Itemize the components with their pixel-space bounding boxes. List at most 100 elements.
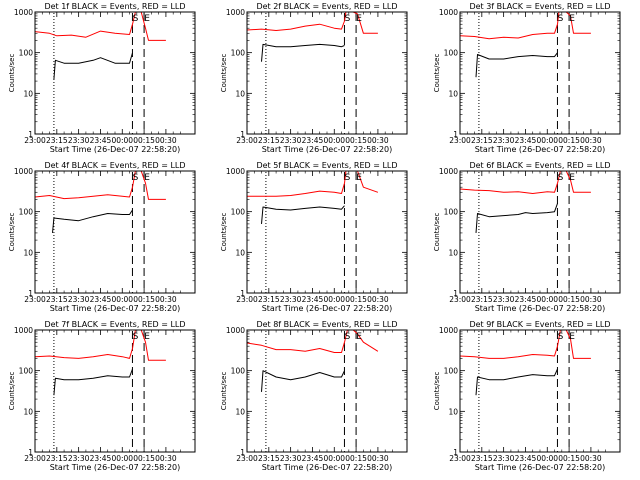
- series-line-lld: [34, 329, 166, 361]
- plot-frame: [459, 170, 621, 294]
- y-tick-label: 10: [23, 407, 33, 416]
- x-tick-label: 00:30: [580, 454, 602, 463]
- x-tick-label: 00:30: [155, 136, 177, 145]
- chart-panel: Det 4f BLACK = Events, RED = LLD Counts/s…: [8, 161, 196, 313]
- x-axis-label: Start Time (26-Dec-07 22:58:20): [262, 145, 393, 154]
- y-axis-label: Counts/sec: [8, 213, 16, 252]
- x-tick-label: 23:45: [302, 454, 324, 463]
- start-marker-label: S: [133, 173, 139, 183]
- chart-title: Det 8f BLACK = Events, RED = LLD: [256, 320, 397, 329]
- x-axis-label: Start Time (26-Dec-07 22:58:20): [262, 304, 393, 313]
- x-axis-label: Start Time (26-Dec-07 22:58:20): [50, 145, 181, 154]
- series-line-events: [53, 52, 133, 80]
- plot-frame: [246, 170, 408, 294]
- series-line-events: [475, 203, 558, 233]
- x-tick-label: 23:30: [280, 136, 302, 145]
- x-tick-label: 23:00: [449, 295, 471, 304]
- x-tick-label: 23:30: [493, 295, 515, 304]
- end-marker-label: E: [356, 332, 362, 342]
- series-line-lld: [459, 11, 591, 40]
- x-tick-label: 23:00: [24, 136, 46, 145]
- series-line-events: [53, 368, 133, 396]
- chart-panel: Det 2f BLACK = Events, RED = LLD Counts/s…: [220, 2, 408, 154]
- y-axis-label: Counts/sec: [433, 213, 441, 252]
- chart-title: Det 5f BLACK = Events, RED = LLD: [256, 161, 397, 170]
- x-tick-label: 00:30: [580, 136, 602, 145]
- series-line-lld: [246, 329, 379, 353]
- series-line-events: [475, 52, 558, 78]
- y-tick-label: 1: [28, 130, 33, 139]
- x-axis-label: Start Time (26-Dec-07 22:58:20): [50, 304, 181, 313]
- start-marker-label: S: [558, 173, 564, 183]
- x-tick-label: 00:30: [367, 136, 389, 145]
- series-line-lld: [459, 170, 591, 194]
- start-marker-label: S: [558, 332, 564, 342]
- chart-panel: Det 3f BLACK = Events, RED = LLD Counts/s…: [433, 2, 621, 154]
- x-tick-label: 00:30: [155, 454, 177, 463]
- x-tick-label: 23:30: [68, 454, 90, 463]
- y-tick-label: 1000: [439, 326, 458, 335]
- x-tick-label: 23:00: [236, 454, 258, 463]
- end-marker-label: E: [569, 332, 575, 342]
- y-tick-label: 1: [240, 448, 245, 457]
- start-marker-label: S: [133, 332, 139, 342]
- y-tick-label: 10: [235, 248, 245, 257]
- y-tick-label: 1000: [14, 326, 33, 335]
- chart-title: Det 3f BLACK = Events, RED = LLD: [469, 2, 610, 11]
- chart-title: Det 6f BLACK = Events, RED = LLD: [469, 161, 610, 170]
- x-tick-label: 23:30: [68, 295, 90, 304]
- chart-panel: Det 7f BLACK = Events, RED = LLD Counts/s…: [8, 320, 196, 472]
- end-marker-label: E: [144, 173, 150, 183]
- plot-frame: [34, 11, 196, 135]
- series-line-events: [52, 209, 133, 233]
- x-tick-label: 23:00: [236, 136, 258, 145]
- x-tick-label: 00:30: [367, 295, 389, 304]
- start-marker-label: S: [558, 14, 564, 24]
- y-axis-label: Counts/sec: [220, 213, 228, 252]
- x-tick-label: 23:45: [515, 295, 537, 304]
- y-tick-label: 10: [448, 248, 458, 257]
- x-tick-label: 00:00: [536, 136, 558, 145]
- y-tick-label: 100: [231, 49, 246, 58]
- y-axis-label: Counts/sec: [8, 54, 16, 93]
- chart-panel: Det 6f BLACK = Events, RED = LLD Counts/s…: [433, 161, 621, 313]
- chart-title: Det 7f BLACK = Events, RED = LLD: [44, 320, 185, 329]
- chart-panel: Det 8f BLACK = Events, RED = LLD Counts/s…: [220, 320, 408, 472]
- chart-panel: Det 9f BLACK = Events, RED = LLD Counts/s…: [433, 320, 621, 472]
- series-line-lld: [459, 329, 591, 359]
- y-tick-label: 10: [448, 407, 458, 416]
- x-tick-label: 23:00: [236, 295, 258, 304]
- x-tick-label: 23:45: [90, 136, 112, 145]
- series-line-lld: [246, 11, 378, 34]
- y-tick-label: 1: [453, 289, 458, 298]
- x-tick-label: 23:00: [24, 295, 46, 304]
- end-marker-label: E: [356, 14, 362, 24]
- y-tick-label: 1000: [439, 167, 458, 176]
- series-line-events: [261, 205, 345, 224]
- chart-title: Det 1f BLACK = Events, RED = LLD: [44, 2, 185, 11]
- x-tick-label: 23:15: [258, 454, 280, 463]
- x-tick-label: 00:15: [345, 295, 367, 304]
- y-tick-label: 10: [235, 407, 245, 416]
- x-tick-label: 23:45: [302, 295, 324, 304]
- chart-title: Det 4f BLACK = Events, RED = LLD: [44, 161, 185, 170]
- y-tick-label: 1000: [14, 8, 33, 17]
- chart-panel: Det 5f BLACK = Events, RED = LLD Counts/s…: [220, 161, 408, 313]
- y-axis-label: Counts/sec: [8, 372, 16, 411]
- x-tick-label: 23:15: [471, 295, 493, 304]
- x-tick-label: 23:30: [68, 136, 90, 145]
- x-tick-label: 23:30: [280, 454, 302, 463]
- end-marker-label: E: [569, 14, 575, 24]
- x-axis-label: Start Time (26-Dec-07 22:58:20): [262, 463, 393, 472]
- x-tick-label: 23:15: [46, 136, 68, 145]
- x-tick-label: 00:15: [558, 136, 580, 145]
- series-line-lld: [34, 170, 166, 200]
- start-marker-label: S: [133, 14, 139, 24]
- x-tick-label: 00:30: [580, 295, 602, 304]
- x-tick-label: 23:15: [46, 454, 68, 463]
- x-tick-label: 00:00: [323, 295, 345, 304]
- y-tick-label: 1: [28, 289, 33, 298]
- x-axis-label: Start Time (26-Dec-07 22:58:20): [475, 463, 606, 472]
- y-axis-label: Counts/sec: [433, 372, 441, 411]
